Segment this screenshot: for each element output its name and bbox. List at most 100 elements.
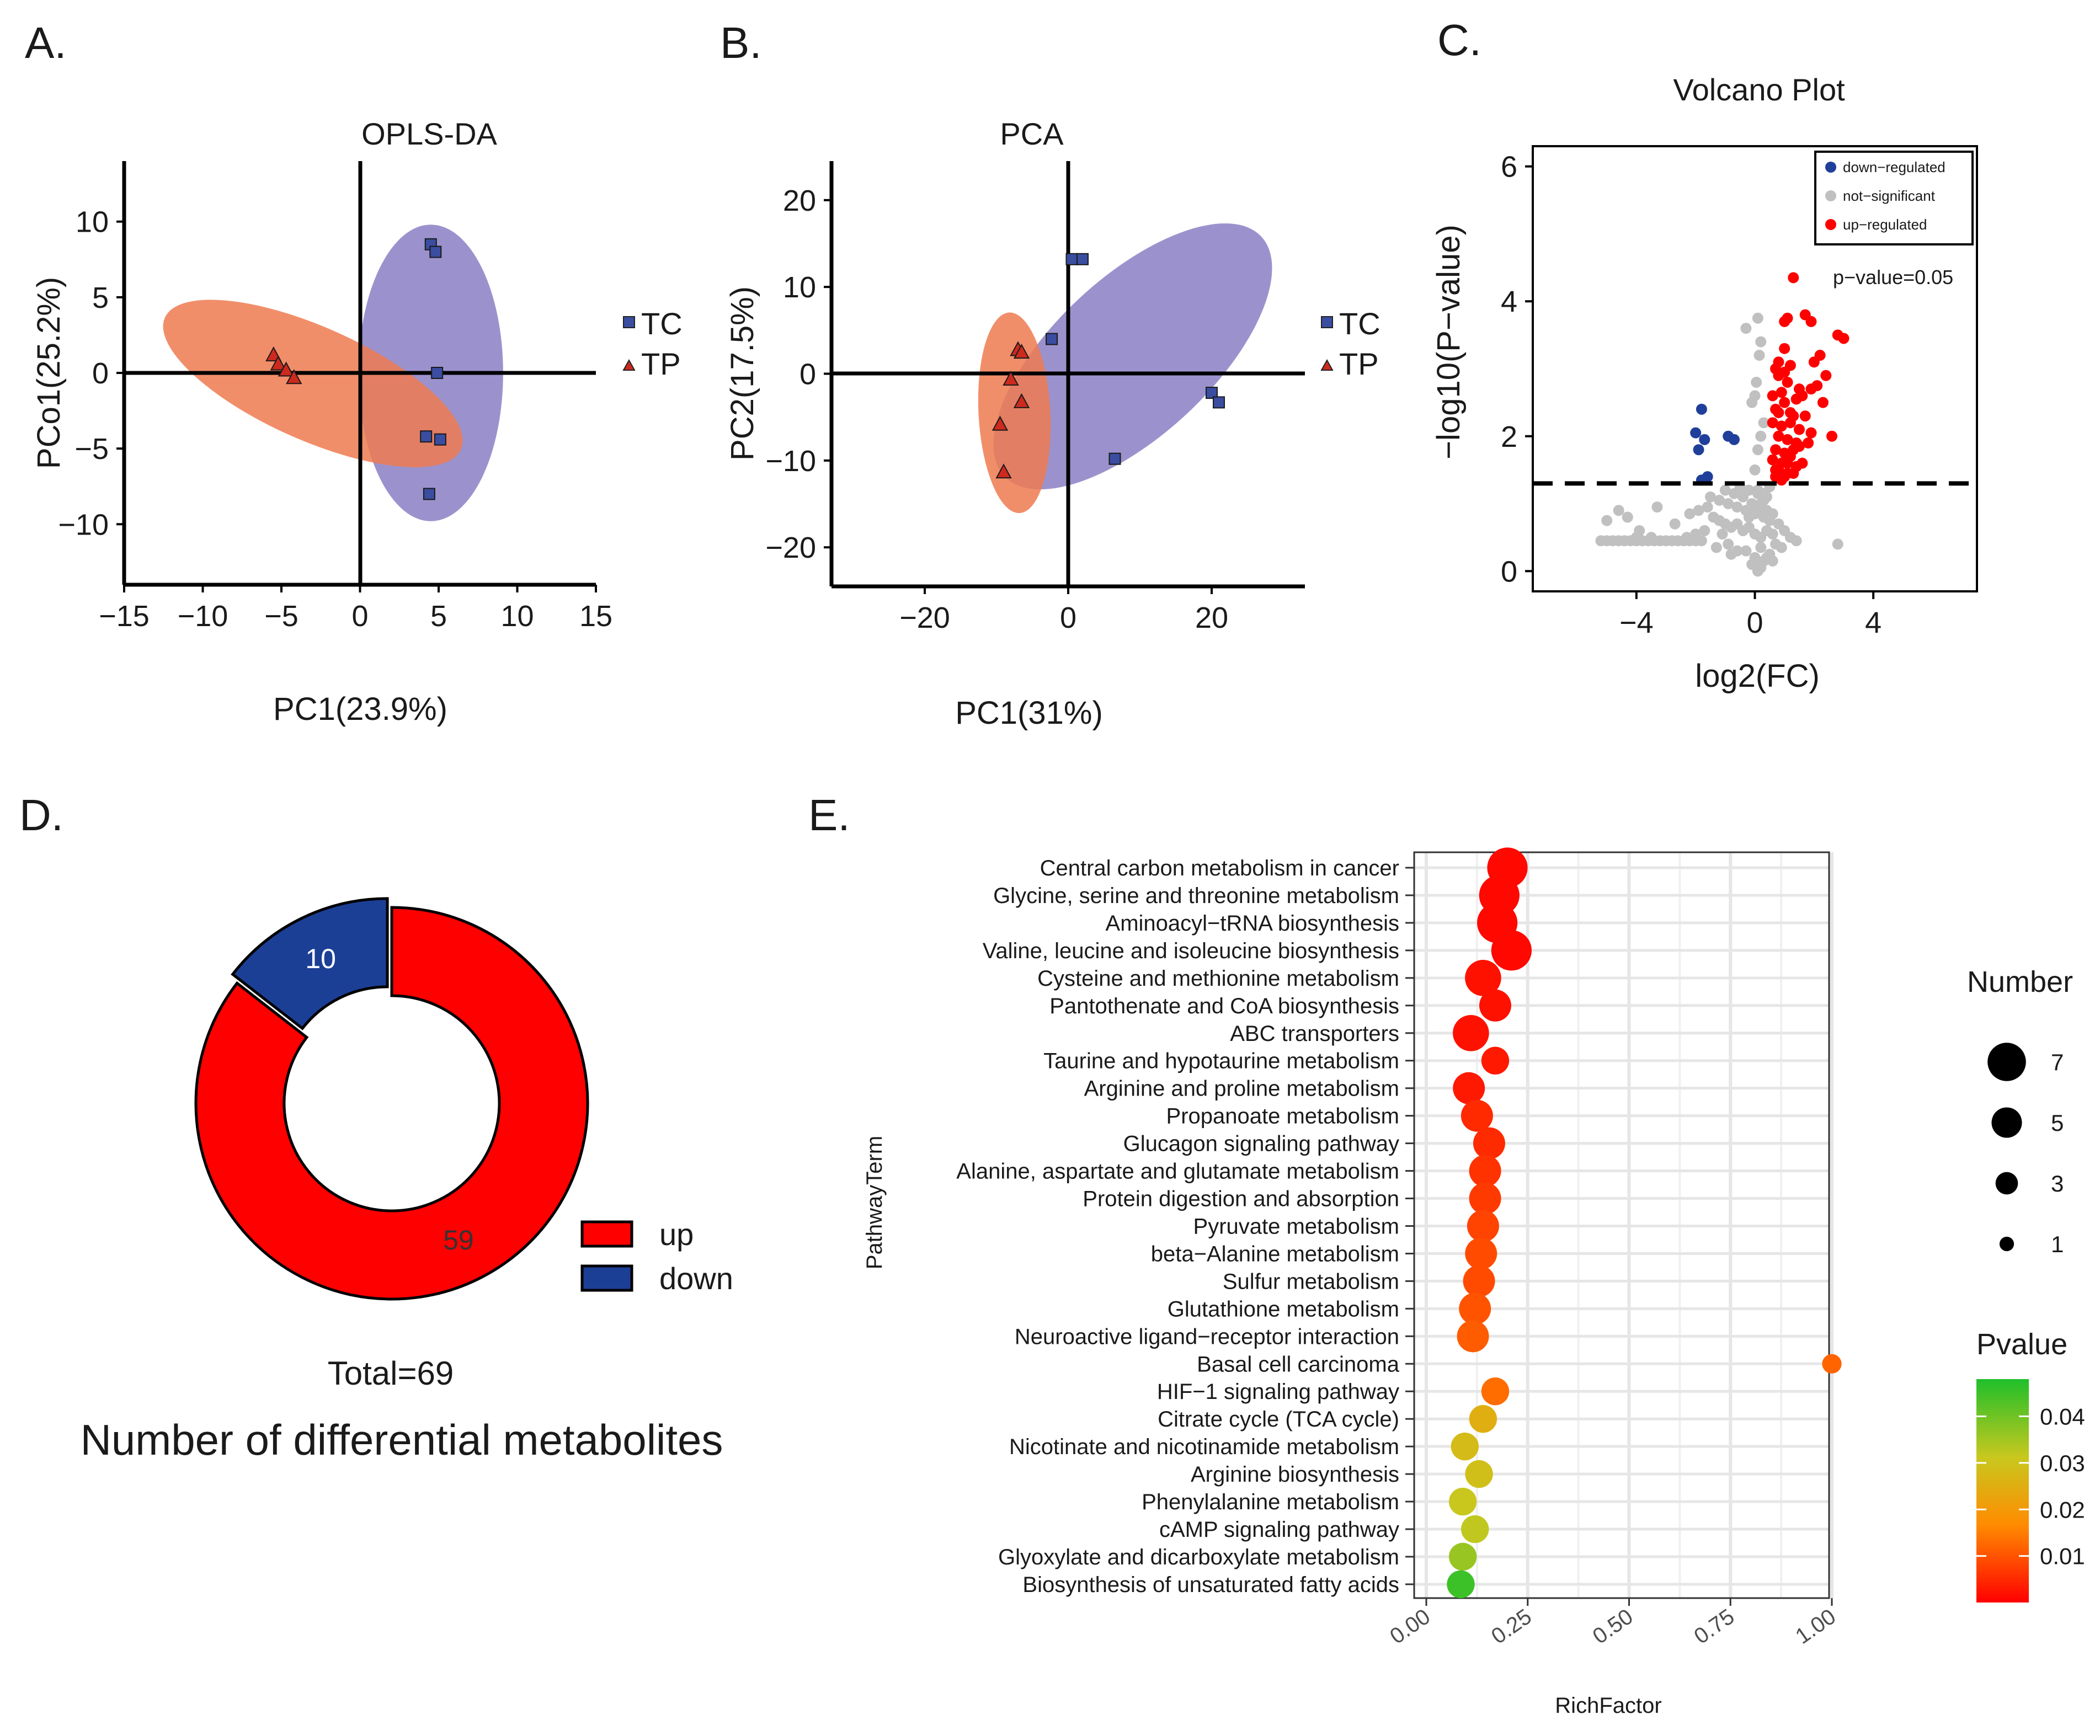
- panel-e-size-legend-label: 5: [2051, 1110, 2064, 1136]
- panel-c-legend-down-marker: [1825, 162, 1836, 173]
- panel-c-point: [1820, 370, 1832, 381]
- panel-e-pathway-label: Neuroactive ligand−receptor interaction: [1015, 1324, 1399, 1349]
- panel-c-point: [1684, 508, 1696, 520]
- panel-e-bubble: [1465, 1460, 1493, 1488]
- panel-e-pathway-label: HIF−1 signaling pathway: [1157, 1380, 1399, 1404]
- b-point-tc: [1065, 253, 1078, 265]
- panel-c-ytick-label: 2: [1501, 420, 1517, 453]
- panel-e-bubble: [1447, 1570, 1475, 1599]
- panel-e-letter: E.: [808, 790, 850, 840]
- panel-a-legend-tc-label: TC: [641, 306, 683, 341]
- panel-c-point: [1690, 528, 1702, 540]
- panel-c: C. Volcano Plot p−value=0.05 −4 0 4 6 4 2 0 lo…: [1431, 15, 1978, 694]
- panel-e-pathway-label: Nicotinate and nicotinamide metabolism: [1009, 1435, 1399, 1459]
- panel-c-point: [1782, 376, 1793, 388]
- panel-c-point: [1743, 511, 1755, 523]
- panel-c-point: [1710, 542, 1722, 553]
- b-point-tp: [1013, 344, 1030, 359]
- panel-c-point: [1755, 336, 1767, 348]
- panel-e-pathway-label: Citrate cycle (TCA cycle): [1158, 1407, 1399, 1431]
- panel-c-point: [1776, 474, 1787, 486]
- panel-d-slice-down: [231, 897, 389, 1030]
- panel-d-legend-up-label: up: [659, 1217, 694, 1252]
- panel-e-bubble: [1469, 1405, 1497, 1433]
- panel-e-pathway-label: Glutathione metabolism: [1168, 1297, 1399, 1321]
- panel-a-legend: TC TP: [622, 306, 683, 381]
- panel-c-point: [1784, 417, 1796, 429]
- panel-e-ticks: 0.00 0.25 0.50 0.75 1.00: [1385, 1598, 1840, 1649]
- panel-c-point: [1805, 383, 1817, 395]
- panel-b: B. PCA −20 0 20 20 10 0 −10 −20 PC1(31%) PC2(17…: [720, 18, 1381, 731]
- panel-e: E. Central carbon metabolism in cancer Gl…: [808, 790, 2085, 1718]
- panel-c-point: [1723, 538, 1734, 550]
- panel-c-point: [1749, 390, 1761, 402]
- panel-a-xlabel: PC1(23.9%): [273, 691, 447, 727]
- panel-b-legend-tc-label: TC: [1339, 306, 1381, 341]
- panel-c-point: [1782, 312, 1793, 324]
- panel-e-pathway-label: Sulfur metabolism: [1223, 1269, 1399, 1294]
- panel-c-legend-ns-label: not−significant: [1843, 188, 1936, 204]
- panel-b-points: [992, 253, 1225, 479]
- panel-e-pathway-label: Glyoxylate and dicarboxylate metabolism: [998, 1545, 1399, 1569]
- panel-c-point: [1799, 410, 1811, 422]
- panel-c-point: [1740, 323, 1752, 334]
- panel-c-point: [1751, 376, 1762, 388]
- b-ytick-label: 10: [783, 271, 816, 304]
- b-point-tp: [1013, 393, 1030, 408]
- panel-c-point: [1773, 430, 1784, 442]
- b-point-tc: [1213, 396, 1225, 409]
- panel-e-pathway-label: Alanine, aspartate and glutamate metabol…: [956, 1160, 1399, 1184]
- a-xtick-label: 10: [500, 600, 534, 633]
- b-point-tp: [995, 463, 1012, 479]
- panel-e-size-legend-label: 1: [2051, 1231, 2064, 1257]
- a-point-tp: [265, 346, 282, 362]
- panel-e-pathway-label: Cysteine and methionine metabolism: [1037, 966, 1399, 991]
- panel-c-xtick-label: 4: [1865, 606, 1882, 639]
- b-ellipse-tc: [993, 223, 1272, 490]
- panel-c-xlabel: log2(FC): [1695, 658, 1820, 694]
- a-point-tp: [270, 355, 286, 371]
- panel-a-legend-tp-marker: [622, 359, 636, 371]
- panel-e-pathway-label: Central carbon metabolism in cancer: [1040, 856, 1399, 880]
- panel-c-ytick-label: 6: [1501, 151, 1517, 184]
- panel-c-point: [1782, 434, 1793, 445]
- panel-c-point: [1699, 434, 1710, 445]
- panel-c-point: [1699, 525, 1710, 536]
- panel-d-slice-up: [194, 906, 589, 1301]
- panel-c-point: [1803, 437, 1814, 448]
- panel-d-slice-label-up: 59: [443, 1225, 474, 1256]
- panel-e-bubble: [1451, 1432, 1479, 1461]
- panel-e-bubbles: [1447, 847, 1842, 1599]
- panel-c-point: [1723, 498, 1734, 510]
- panel-c-point: [1669, 518, 1681, 530]
- panel-c-ytick-label: 4: [1501, 285, 1517, 318]
- b-ellipse-tp: [978, 312, 1051, 514]
- panel-b-ylabel: PC2(17.5%): [724, 286, 760, 461]
- panel-e-bubble: [1491, 930, 1532, 971]
- panel-c-point: [1817, 397, 1829, 408]
- panel-c-point: [1696, 403, 1707, 415]
- panel-e-pathway-label: Taurine and hypotaurine metabolism: [1043, 1049, 1399, 1073]
- panel-a-letter: A.: [25, 18, 67, 67]
- panel-c-point: [1779, 397, 1790, 408]
- panel-e-bubble: [1469, 1182, 1501, 1215]
- panel-e-colorbar-ticks: 0.04 0.03 0.02 0.01: [1976, 1404, 2085, 1569]
- panel-e-pathway-label: Arginine biosynthesis: [1191, 1462, 1399, 1487]
- b-xtick-label: 0: [1060, 601, 1076, 634]
- panel-c-point: [1779, 343, 1790, 354]
- panel-c-point: [1737, 525, 1749, 536]
- panel-c-threshold-label: p−value=0.05: [1833, 266, 1953, 289]
- panel-d-legend: up down: [580, 1217, 733, 1296]
- panel-e-bubble: [1453, 1072, 1485, 1104]
- panel-a-legend-tc-marker: [623, 316, 635, 328]
- panel-e-colorbar-label: 0.01: [2040, 1543, 2085, 1569]
- panel-c-point: [1717, 528, 1728, 540]
- a-ytick-label: −10: [58, 508, 109, 541]
- panel-e-bubble: [1457, 1320, 1489, 1353]
- a-xtick-label: 5: [430, 600, 447, 633]
- panel-e-pathway-label: Propanoate metabolism: [1166, 1104, 1399, 1129]
- panel-e-bubble: [1467, 1210, 1499, 1242]
- panel-c-point: [1731, 501, 1743, 513]
- a-point-tc: [431, 367, 444, 379]
- panel-e-bubble: [1448, 1542, 1477, 1571]
